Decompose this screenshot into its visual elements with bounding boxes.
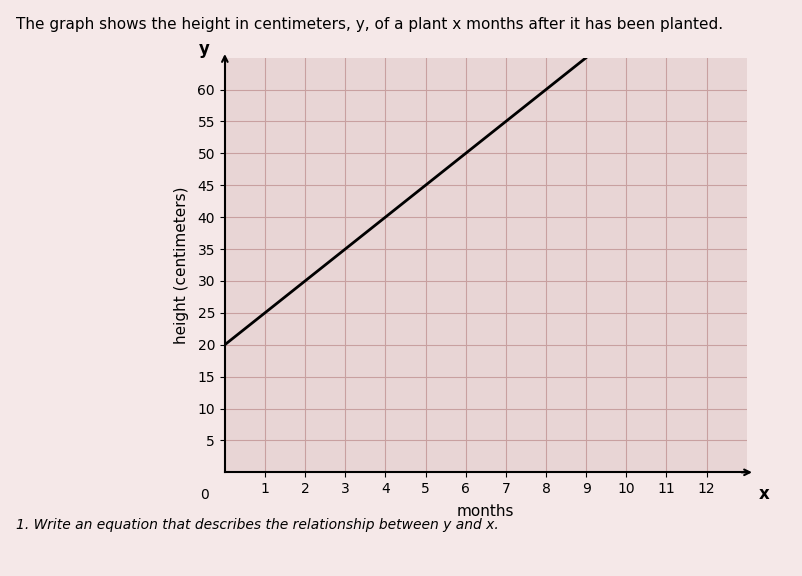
Y-axis label: height (centimeters): height (centimeters) [174, 186, 189, 344]
X-axis label: months: months [456, 505, 514, 520]
Text: 1. Write an equation that describes the relationship between y and x.: 1. Write an equation that describes the … [16, 518, 498, 532]
Text: x: x [758, 485, 768, 503]
Text: 0: 0 [200, 488, 209, 502]
Text: y: y [199, 40, 210, 58]
Text: The graph shows the height in centimeters, y, of a plant x months after it has b: The graph shows the height in centimeter… [16, 17, 723, 32]
